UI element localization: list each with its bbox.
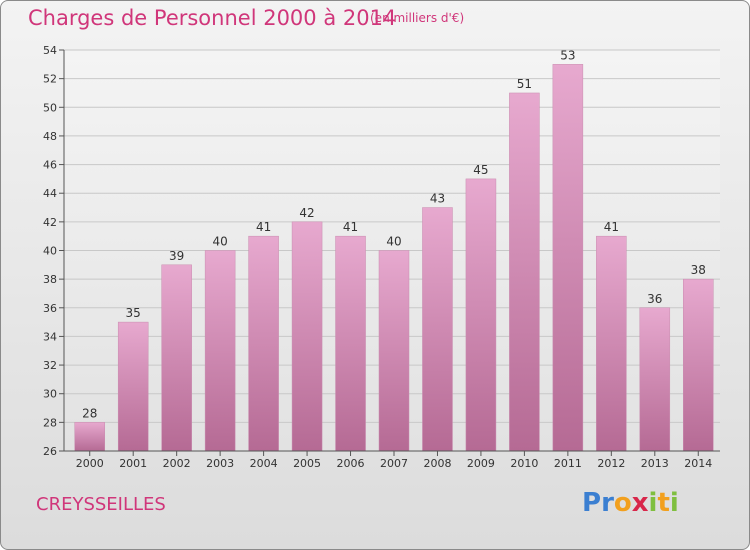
bars: 28 35 39 40 41 42 41 40 43 45 51 53 41 36 38 [74, 48, 714, 452]
x-tick-label: 2000 [76, 457, 104, 470]
y-tick-label: 52 [43, 73, 57, 86]
logo-letter: x [631, 488, 649, 518]
bar-value-label: 35 [126, 306, 141, 320]
chart-title: Charges de Personnel 2000 à 2014 [28, 6, 397, 30]
bar-value-label: 41 [343, 220, 358, 234]
logo-letter: t [657, 488, 670, 518]
y-tick-label: 50 [43, 101, 57, 114]
bar [161, 264, 192, 452]
x-tick-label: 2006 [337, 457, 365, 470]
bar-value-label: 51 [517, 77, 532, 91]
y-tick-label: 54 [43, 44, 57, 57]
x-tick-label: 2013 [641, 457, 669, 470]
logo-letter: o [613, 488, 632, 518]
x-tick-label: 2010 [510, 457, 538, 470]
y-tick-label: 30 [43, 388, 57, 401]
logo-letter: P [582, 488, 602, 518]
bar-value-label: 40 [212, 235, 227, 249]
y-tick-label: 48 [43, 130, 57, 143]
x-axis: 2000 2001 2002 2003 2004 2005 2006 2007 2008 2009… [64, 450, 720, 470]
bar-value-label: 43 [430, 192, 445, 206]
bar-value-label: 45 [473, 163, 488, 177]
y-tick-label: 34 [43, 330, 57, 343]
bar [683, 278, 714, 452]
bar [291, 221, 323, 452]
logo-letter: i [648, 488, 658, 518]
y-tick-label: 28 [43, 416, 57, 429]
bar [378, 250, 410, 452]
x-tick-label: 2002 [163, 457, 191, 470]
y-tick-label: 42 [43, 216, 57, 229]
bar [465, 178, 497, 452]
y-axis: 26 28 30 32 34 36 38 40 42 44 46 48 50 52 54 [43, 44, 65, 458]
proxiti-logo: Proxiti [582, 488, 679, 518]
bar [117, 321, 149, 452]
bar [422, 207, 453, 452]
y-tick-label: 32 [43, 359, 57, 372]
y-tick-label: 38 [43, 273, 57, 286]
x-tick-label: 2001 [119, 457, 147, 470]
bar-value-label: 42 [299, 206, 314, 220]
commune-name: CREYSSEILLES [36, 494, 166, 515]
bar [248, 235, 279, 452]
bar [204, 250, 236, 452]
y-tick-label: 40 [43, 245, 57, 258]
bar [74, 422, 105, 452]
x-tick-label: 2014 [684, 457, 712, 470]
logo-letter: r [601, 488, 614, 518]
bar [596, 235, 627, 452]
bar-value-label: 41 [256, 220, 271, 234]
y-tick-label: 44 [43, 187, 57, 200]
bar [509, 92, 540, 452]
bar-value-label: 53 [560, 48, 575, 62]
x-tick-label: 2004 [250, 457, 278, 470]
bar-value-label: 36 [647, 292, 662, 306]
x-tick-label: 2009 [467, 457, 495, 470]
x-tick-label: 2003 [206, 457, 234, 470]
y-tick-label: 26 [43, 445, 57, 458]
bar-value-label: 41 [604, 220, 619, 234]
bar-value-label: 38 [691, 263, 706, 277]
bar-value-label: 39 [169, 249, 184, 263]
bar-value-label: 40 [386, 235, 401, 249]
bar [639, 307, 671, 452]
x-tick-label: 2008 [423, 457, 451, 470]
y-tick-label: 46 [43, 159, 57, 172]
bar-value-label: 28 [82, 406, 97, 420]
x-tick-label: 2012 [597, 457, 625, 470]
bar [552, 64, 584, 452]
y-tick-label: 36 [43, 302, 57, 315]
x-tick-label: 2005 [293, 457, 321, 470]
logo-letter: i [669, 488, 679, 518]
x-tick-label: 2011 [554, 457, 582, 470]
bar [335, 235, 366, 452]
x-tick-label: 2007 [380, 457, 408, 470]
chart-subtitle: (en milliers d'€) [370, 11, 465, 25]
